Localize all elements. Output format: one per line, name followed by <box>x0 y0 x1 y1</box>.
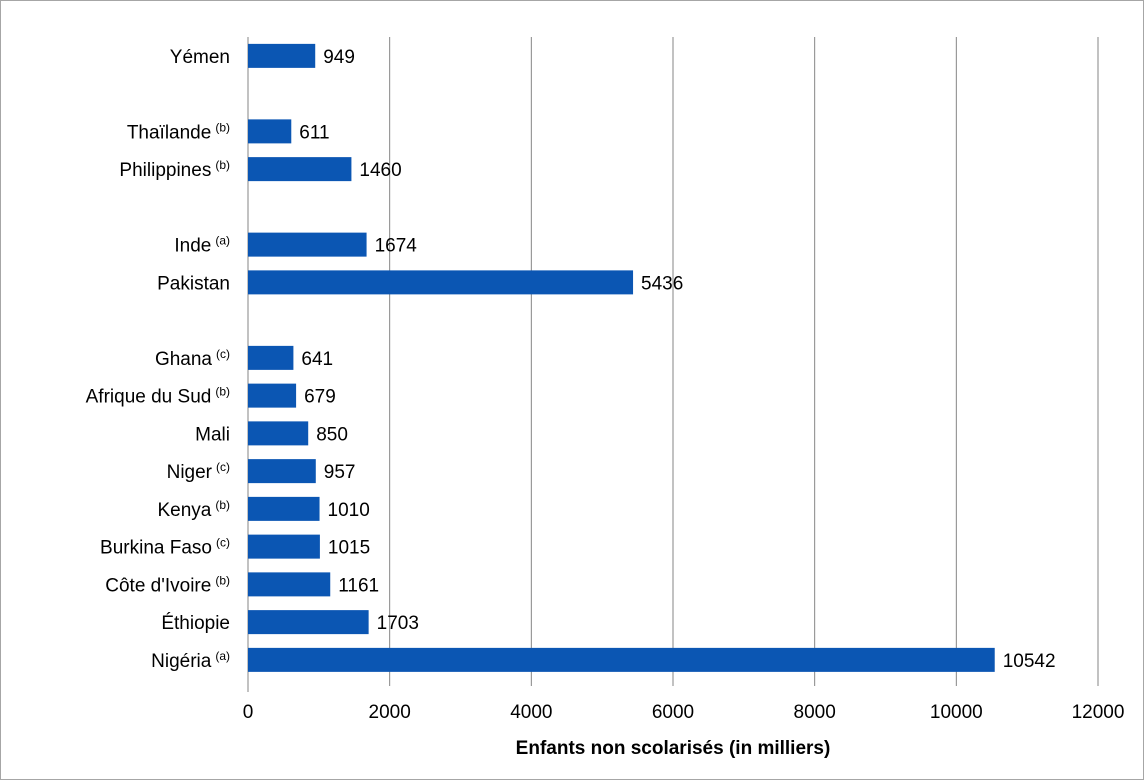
bar <box>248 610 369 635</box>
category-label: Pakistan <box>157 273 230 294</box>
category-label: Kenya (b) <box>157 498 230 521</box>
value-label: 10542 <box>1003 651 1056 672</box>
bar <box>248 119 292 144</box>
bar <box>248 345 294 370</box>
category-label: Inde (a) <box>174 234 230 257</box>
bar <box>248 383 297 408</box>
bar <box>248 270 634 295</box>
bar <box>248 459 316 484</box>
gridlines <box>247 37 1099 692</box>
value-label: 1161 <box>338 575 379 596</box>
bar <box>248 157 352 182</box>
value-label: 1674 <box>375 236 418 257</box>
bar <box>248 647 995 672</box>
category-label: Yémen <box>170 47 230 68</box>
category-label: Niger (c) <box>167 460 230 483</box>
value-label: 957 <box>324 462 356 483</box>
value-label: 1460 <box>359 160 401 181</box>
bar <box>248 232 367 257</box>
value-label: 641 <box>301 349 333 370</box>
category-label: Côte d'Ivoire (b) <box>105 573 230 596</box>
bar <box>248 496 320 521</box>
category-label: Philippines (b) <box>119 158 230 181</box>
bar <box>248 421 309 446</box>
x-axis-title: Enfants non scolarisés (in milliers) <box>516 738 831 759</box>
value-label: 850 <box>316 424 348 445</box>
bar <box>248 572 331 597</box>
category-label: Ghana (c) <box>155 347 230 370</box>
x-tick-labels: 0 2000 4000 6000 8000 10000 12000 <box>243 702 1125 723</box>
value-label: 1703 <box>377 613 419 634</box>
x-tick-label: 0 <box>243 702 254 723</box>
x-tick-label: 2000 <box>369 702 411 723</box>
x-tick-label: 12000 <box>1072 702 1125 723</box>
category-label: Burkina Faso (c) <box>100 536 230 559</box>
x-tick-label: 8000 <box>794 702 836 723</box>
value-labels: 949 611 1460 1674 5436 641 679 850 957 1010 1015 11… <box>299 47 1055 672</box>
bars <box>248 43 995 672</box>
bar <box>248 534 320 559</box>
category-labels: Yémen Thaïlande (b) Philippines (b) Inde (a) Pa… <box>86 47 230 672</box>
value-label: 5436 <box>641 273 683 294</box>
x-tick-label: 10000 <box>930 702 983 723</box>
bar <box>248 43 316 68</box>
value-label: 679 <box>304 387 336 408</box>
category-label: Mali <box>195 424 230 445</box>
value-label: 1015 <box>328 538 370 559</box>
category-label: Thaïlande (b) <box>127 120 230 143</box>
category-label: Afrique du Sud (b) <box>86 385 230 408</box>
x-tick-label: 6000 <box>652 702 694 723</box>
category-label: Éthiopie <box>161 613 230 634</box>
value-label: 1010 <box>328 500 370 521</box>
x-tick-label: 4000 <box>510 702 552 723</box>
value-label: 611 <box>299 122 329 143</box>
value-label: 949 <box>323 47 355 68</box>
category-label: Nigéria (a) <box>151 649 230 672</box>
